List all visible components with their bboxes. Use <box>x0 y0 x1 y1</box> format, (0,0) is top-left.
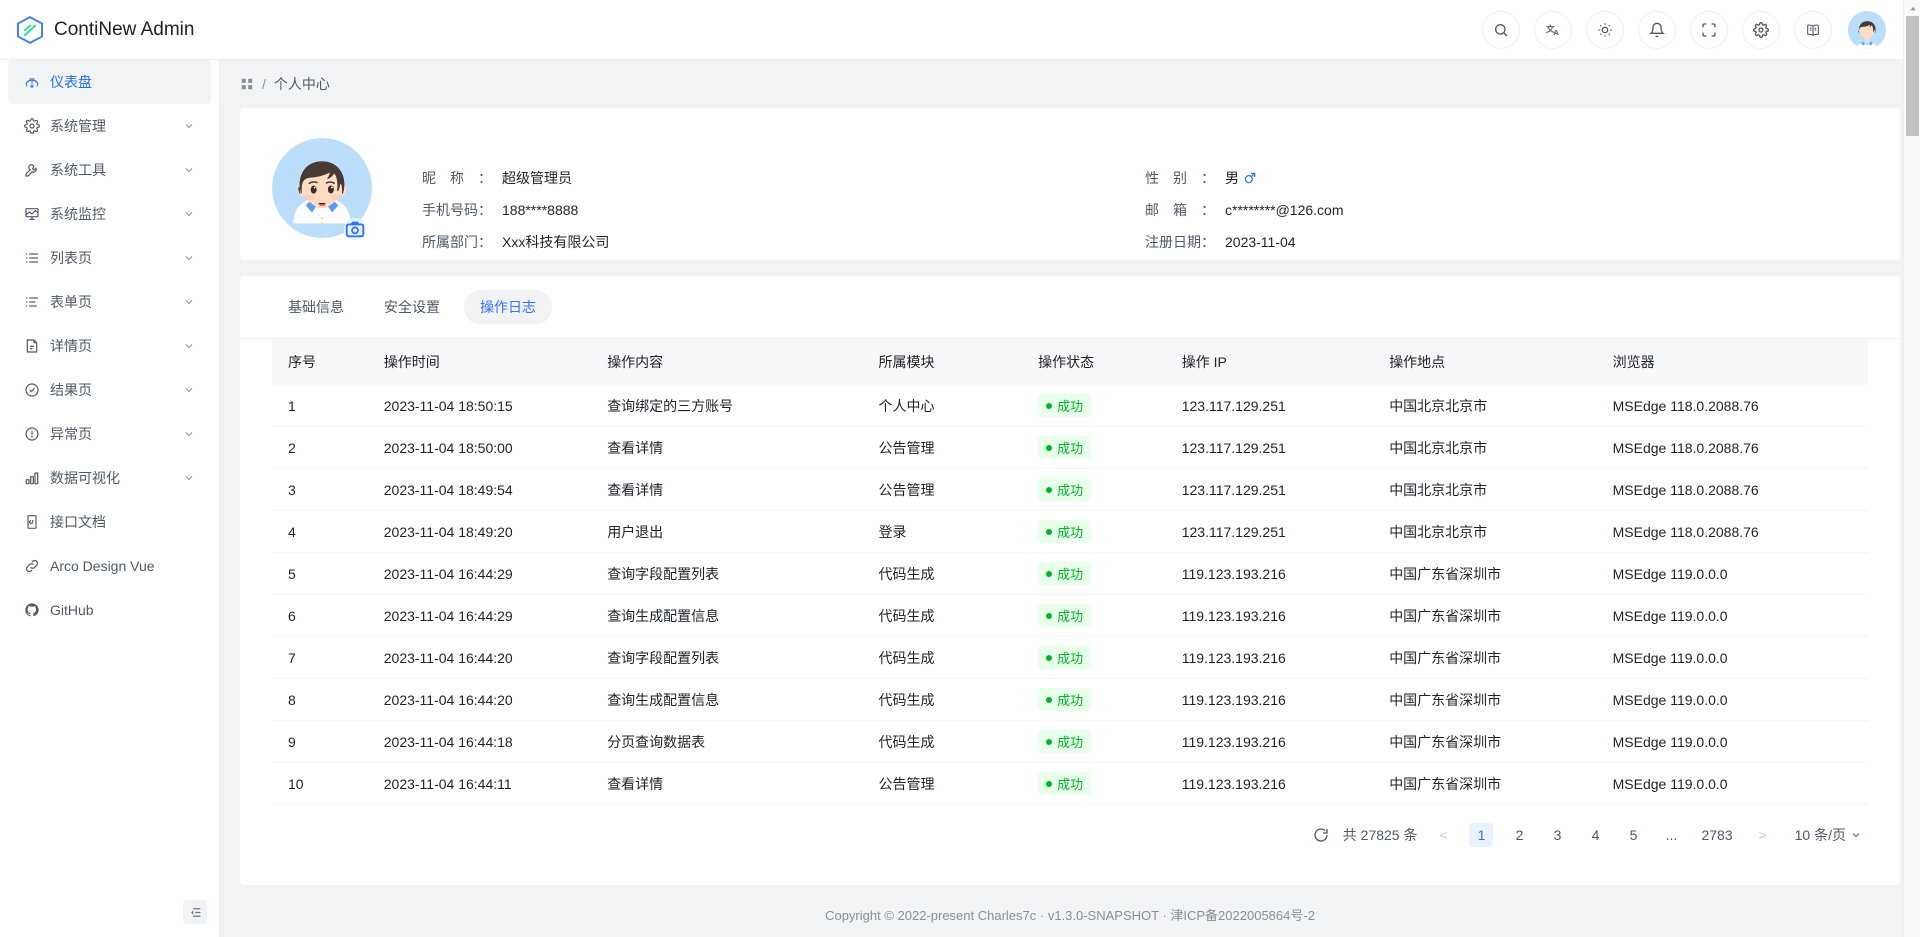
svg-text:A: A <box>1553 28 1559 37</box>
